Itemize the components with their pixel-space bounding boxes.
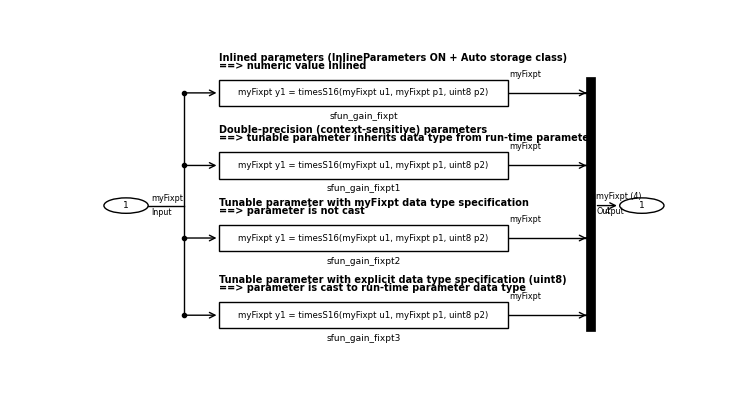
Text: Inlined parameters (InlineParameters ON + Auto storage class): Inlined parameters (InlineParameters ON … xyxy=(220,53,568,63)
Text: ==> tunable parameter inherits data type from run-time parameter: ==> tunable parameter inherits data type… xyxy=(220,133,594,143)
Text: sfun_gain_fixpt2: sfun_gain_fixpt2 xyxy=(326,257,401,266)
Text: ==> parameter is not cast: ==> parameter is not cast xyxy=(220,206,365,216)
Text: myFixpt: myFixpt xyxy=(151,194,183,203)
Text: 1: 1 xyxy=(123,201,129,210)
Text: myFixpt: myFixpt xyxy=(509,292,541,301)
Text: myFixpt (4): myFixpt (4) xyxy=(596,192,642,201)
Text: myFixpt: myFixpt xyxy=(509,142,541,151)
Text: sfun_gain_fixpt: sfun_gain_fixpt xyxy=(329,111,398,121)
Text: myFixpt y1 = timesS16(myFixpt u1, myFixpt p1, uint8 p2): myFixpt y1 = timesS16(myFixpt u1, myFixp… xyxy=(238,88,489,97)
Text: 1: 1 xyxy=(639,201,644,210)
Text: Output: Output xyxy=(596,207,624,216)
Text: myFixpt: myFixpt xyxy=(509,215,541,224)
Text: myFixpt y1 = timesS16(myFixpt u1, myFixpt p1, uint8 p2): myFixpt y1 = timesS16(myFixpt u1, myFixp… xyxy=(238,311,489,320)
Text: Tunable parameter with explicit data type specification (uint8): Tunable parameter with explicit data typ… xyxy=(220,275,567,285)
Text: ==> numeric value inlined: ==> numeric value inlined xyxy=(220,61,367,71)
Text: sfun_gain_fixpt3: sfun_gain_fixpt3 xyxy=(326,334,401,343)
Text: sfun_gain_fixpt1: sfun_gain_fixpt1 xyxy=(326,184,401,193)
Text: Input: Input xyxy=(151,208,171,217)
Bar xyxy=(220,80,508,106)
Text: myFixpt: myFixpt xyxy=(509,69,541,79)
Text: 4: 4 xyxy=(605,207,610,216)
Bar xyxy=(587,77,595,331)
Text: Double-precision (context-sensitive) parameters: Double-precision (context-sensitive) par… xyxy=(220,126,487,136)
Bar xyxy=(220,152,508,178)
Bar xyxy=(220,225,508,251)
Text: Tunable parameter with myFixpt data type specification: Tunable parameter with myFixpt data type… xyxy=(220,198,529,208)
Text: ==> parameter is cast to run-time parameter data type: ==> parameter is cast to run-time parame… xyxy=(220,283,526,293)
Bar xyxy=(220,302,508,328)
Text: myFixpt y1 = timesS16(myFixpt u1, myFixpt p1, uint8 p2): myFixpt y1 = timesS16(myFixpt u1, myFixp… xyxy=(238,233,489,243)
Text: myFixpt y1 = timesS16(myFixpt u1, myFixpt p1, uint8 p2): myFixpt y1 = timesS16(myFixpt u1, myFixp… xyxy=(238,161,489,170)
